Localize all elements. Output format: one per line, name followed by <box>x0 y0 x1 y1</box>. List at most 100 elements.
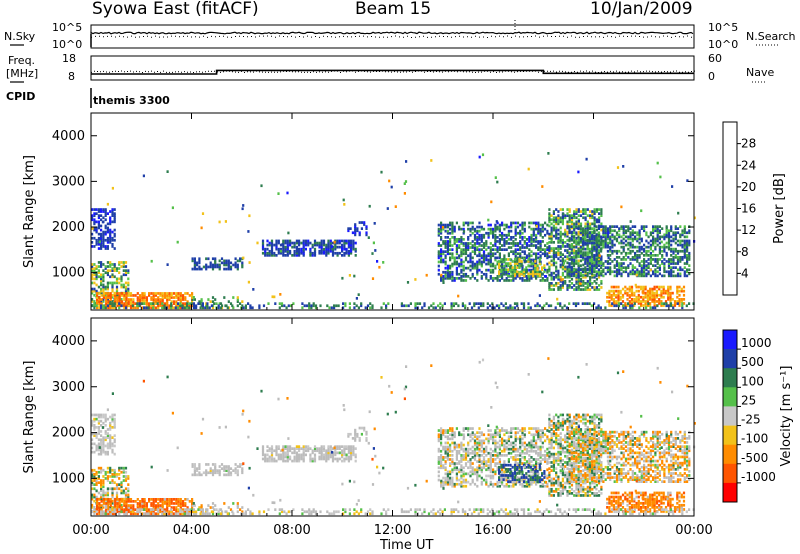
power-cell <box>638 249 641 253</box>
velocity-cell <box>343 459 346 463</box>
power-cell <box>568 210 571 213</box>
power-cell <box>688 254 691 257</box>
velocity-cell <box>114 506 117 509</box>
power-cell <box>300 241 303 245</box>
velocity-cell <box>289 455 292 459</box>
velocity-cell <box>440 462 443 465</box>
power-cell <box>570 286 574 289</box>
power-cell <box>481 153 485 157</box>
power-cell <box>586 259 589 263</box>
velocity-cell <box>196 473 199 477</box>
power-cell <box>98 306 101 310</box>
power-cell <box>512 242 515 245</box>
power-cell <box>309 254 312 257</box>
velocity-cell <box>100 485 103 489</box>
power-cell <box>618 233 621 237</box>
power-cell <box>476 262 479 266</box>
velocity-cell <box>460 441 463 445</box>
power-cell <box>629 220 632 223</box>
power-cell <box>100 287 103 291</box>
power-cell <box>123 306 126 310</box>
power-cell <box>615 225 619 228</box>
velocity-cell <box>266 449 269 453</box>
power-cell <box>661 254 664 257</box>
velocity-cell <box>352 453 355 457</box>
power-cell <box>652 241 655 245</box>
power-cell <box>430 304 433 308</box>
power-cell <box>473 233 477 237</box>
power-cell <box>115 279 119 283</box>
power-cell <box>314 304 318 308</box>
power-cell <box>534 272 537 276</box>
power-cell <box>309 247 312 251</box>
power-cell <box>667 298 670 301</box>
velocity-cell <box>336 459 339 463</box>
velocity-cell <box>120 481 123 484</box>
power-cell <box>109 300 112 303</box>
power-cell <box>604 229 607 233</box>
power-cell <box>358 233 361 237</box>
velocity-cell <box>291 447 294 450</box>
power-cell <box>225 267 228 271</box>
velocity-cell <box>442 482 445 486</box>
power-cell <box>564 230 567 234</box>
velocity-cell <box>451 484 454 488</box>
power-cell <box>591 275 594 279</box>
power-cell <box>127 292 130 295</box>
velocity-cell <box>196 467 199 470</box>
power-cell <box>612 285 615 289</box>
power-cell <box>451 248 454 251</box>
velocity-cell <box>266 457 269 461</box>
power-cell <box>482 250 486 253</box>
power-cell <box>550 218 553 222</box>
power-cell <box>446 225 449 229</box>
power-cell <box>242 204 245 207</box>
power-cell <box>597 245 600 249</box>
power-cell <box>291 241 294 245</box>
power-cell <box>348 274 351 277</box>
velocity-cell <box>313 447 317 450</box>
power-cell <box>462 264 465 268</box>
velocity-cell <box>120 470 123 474</box>
power-cell <box>620 302 623 305</box>
velocity-cell <box>451 476 454 480</box>
power-cell <box>460 227 463 231</box>
power-cell <box>511 260 514 263</box>
power-cell <box>600 260 603 263</box>
power-cell <box>527 306 530 310</box>
velocity-cell <box>98 502 101 505</box>
power-cell <box>286 247 289 251</box>
power-cell <box>503 266 506 270</box>
power-cell <box>380 170 383 174</box>
power-cell <box>598 216 601 220</box>
velocity-cell <box>354 459 357 463</box>
power-cell <box>494 236 497 239</box>
power-cell <box>313 247 317 251</box>
power-cell <box>348 306 351 310</box>
power-cell <box>485 248 488 251</box>
velocity-cell <box>453 433 456 437</box>
velocity-cell <box>157 502 160 505</box>
power-cell <box>573 257 576 261</box>
power-cell <box>148 294 151 297</box>
velocity-cell <box>360 426 363 430</box>
velocity-cell <box>184 498 187 501</box>
power-cell <box>530 262 533 266</box>
power-cell <box>670 243 673 247</box>
power-cell <box>536 302 539 305</box>
velocity-cell <box>440 460 443 463</box>
power-cell <box>688 256 691 259</box>
power-cell <box>602 268 605 272</box>
power-cell <box>168 296 171 299</box>
power-cell <box>501 262 504 266</box>
power-cell <box>145 296 148 299</box>
power-cell <box>681 239 684 243</box>
power-cell <box>293 251 296 255</box>
power-cell <box>586 253 589 256</box>
power-cell <box>170 306 173 310</box>
power-cell <box>275 247 278 251</box>
velocity-cell <box>100 493 103 497</box>
power-cell <box>97 285 100 289</box>
velocity-cell <box>100 495 103 499</box>
power-cell <box>282 247 285 251</box>
